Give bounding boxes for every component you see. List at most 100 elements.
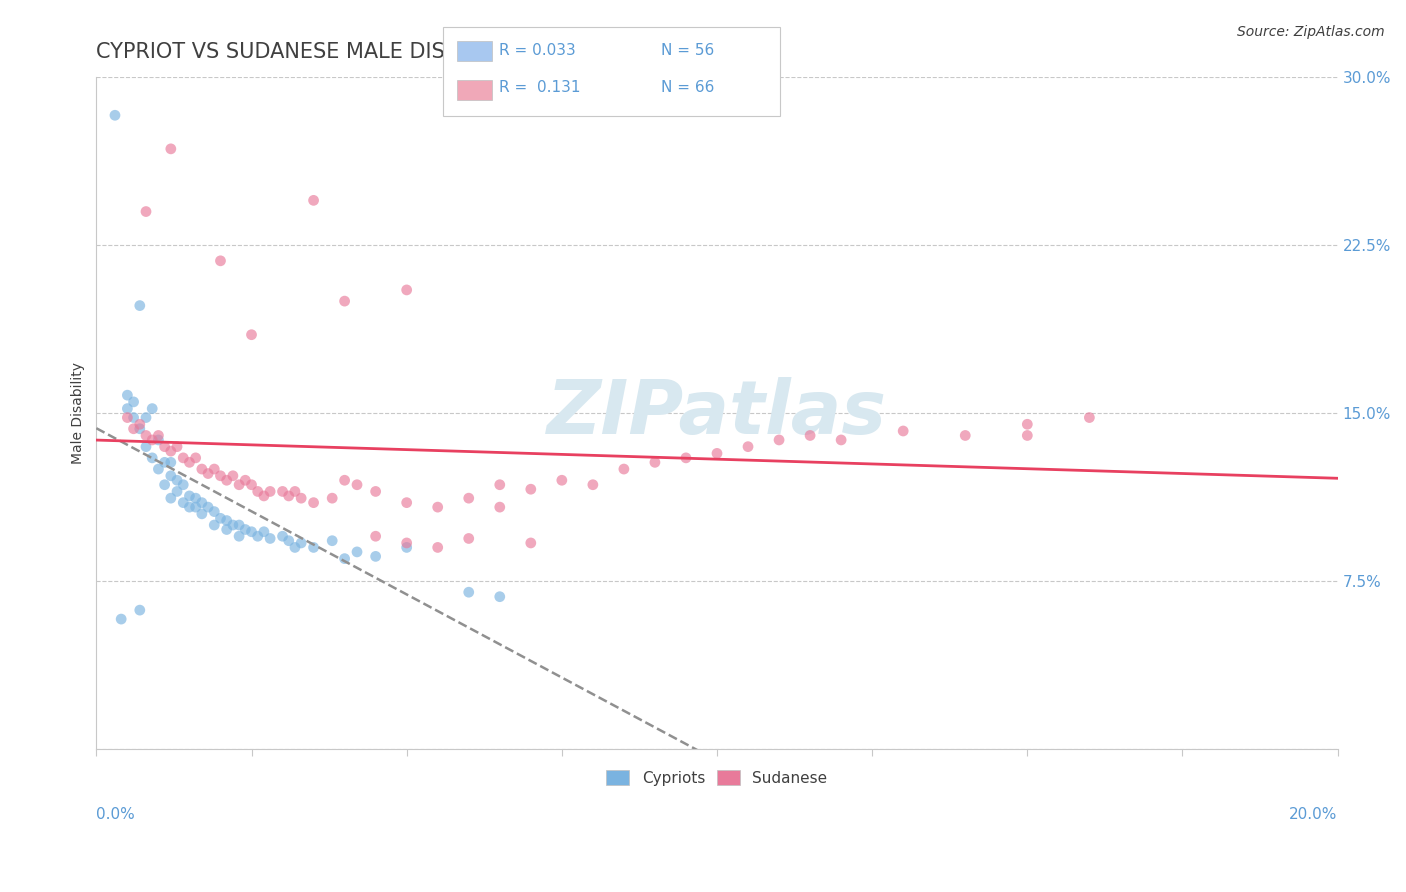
Point xyxy=(228,477,250,491)
Point xyxy=(135,428,157,442)
Point xyxy=(153,440,176,454)
Point xyxy=(271,529,294,543)
Point xyxy=(153,477,176,491)
Point xyxy=(457,491,479,505)
Text: R =  0.131: R = 0.131 xyxy=(499,80,581,95)
Point xyxy=(128,299,150,313)
Text: N = 56: N = 56 xyxy=(661,44,714,58)
Point xyxy=(191,496,214,510)
Point xyxy=(215,473,238,487)
Point xyxy=(426,500,449,515)
Point xyxy=(457,532,479,546)
Point xyxy=(364,549,387,564)
Point xyxy=(333,551,356,566)
Text: N = 66: N = 66 xyxy=(661,80,714,95)
Point xyxy=(520,482,543,496)
Point xyxy=(179,489,201,503)
Point xyxy=(135,440,157,454)
Point xyxy=(246,484,269,499)
Point xyxy=(488,500,510,515)
Point xyxy=(117,401,139,416)
Point xyxy=(215,514,238,528)
Point xyxy=(233,523,256,537)
Point xyxy=(209,511,232,525)
Point xyxy=(1078,410,1101,425)
Point xyxy=(202,462,225,476)
Text: R = 0.033: R = 0.033 xyxy=(499,44,576,58)
Point xyxy=(128,417,150,432)
Point xyxy=(166,473,188,487)
Point xyxy=(148,462,170,476)
Point xyxy=(159,444,181,458)
Point xyxy=(197,500,219,515)
Point xyxy=(768,433,790,447)
Point xyxy=(488,477,510,491)
Point xyxy=(259,484,281,499)
Point xyxy=(246,529,269,543)
Point xyxy=(346,545,368,559)
Point xyxy=(122,410,145,425)
Point xyxy=(290,536,312,550)
Point xyxy=(277,533,299,548)
Text: 20.0%: 20.0% xyxy=(1289,807,1337,822)
Legend: Cypriots, Sudanese: Cypriots, Sudanese xyxy=(600,764,834,792)
Point xyxy=(141,401,163,416)
Point xyxy=(135,410,157,425)
Point xyxy=(271,484,294,499)
Text: CYPRIOT VS SUDANESE MALE DISABILITY CORRELATION CHART: CYPRIOT VS SUDANESE MALE DISABILITY CORR… xyxy=(97,42,755,62)
Point xyxy=(253,489,276,503)
Point xyxy=(184,500,207,515)
Point xyxy=(197,467,219,481)
Point xyxy=(706,446,728,460)
Point xyxy=(209,253,232,268)
Point xyxy=(955,428,977,442)
Point xyxy=(799,428,821,442)
Point xyxy=(233,473,256,487)
Point xyxy=(179,500,201,515)
Point xyxy=(141,433,163,447)
Point xyxy=(364,529,387,543)
Point xyxy=(222,468,245,483)
Point xyxy=(148,428,170,442)
Text: Source: ZipAtlas.com: Source: ZipAtlas.com xyxy=(1237,25,1385,39)
Point xyxy=(644,455,666,469)
Point xyxy=(457,585,479,599)
Point xyxy=(1017,417,1039,432)
Point xyxy=(122,422,145,436)
Point xyxy=(333,294,356,309)
Point xyxy=(104,108,127,122)
Point xyxy=(222,518,245,533)
Point xyxy=(159,455,181,469)
Point xyxy=(520,536,543,550)
Point xyxy=(117,388,139,402)
Point xyxy=(202,518,225,533)
Point xyxy=(191,507,214,521)
Point xyxy=(159,468,181,483)
Y-axis label: Male Disability: Male Disability xyxy=(72,362,86,464)
Point xyxy=(228,518,250,533)
Point xyxy=(395,541,418,555)
Text: 0.0%: 0.0% xyxy=(97,807,135,822)
Point xyxy=(240,524,263,539)
Point xyxy=(284,484,307,499)
Point xyxy=(346,477,368,491)
Point xyxy=(240,327,263,342)
Point xyxy=(141,450,163,465)
Point xyxy=(166,484,188,499)
Point xyxy=(253,524,276,539)
Point xyxy=(153,455,176,469)
Point xyxy=(159,142,181,156)
Point xyxy=(488,590,510,604)
Point xyxy=(215,523,238,537)
Point xyxy=(321,491,343,505)
Point xyxy=(395,283,418,297)
Point xyxy=(128,422,150,436)
Point xyxy=(302,194,325,208)
Point xyxy=(582,477,605,491)
Point xyxy=(891,424,914,438)
Point xyxy=(209,468,232,483)
Point xyxy=(395,536,418,550)
Point xyxy=(830,433,852,447)
Point xyxy=(284,541,307,555)
Point xyxy=(122,395,145,409)
